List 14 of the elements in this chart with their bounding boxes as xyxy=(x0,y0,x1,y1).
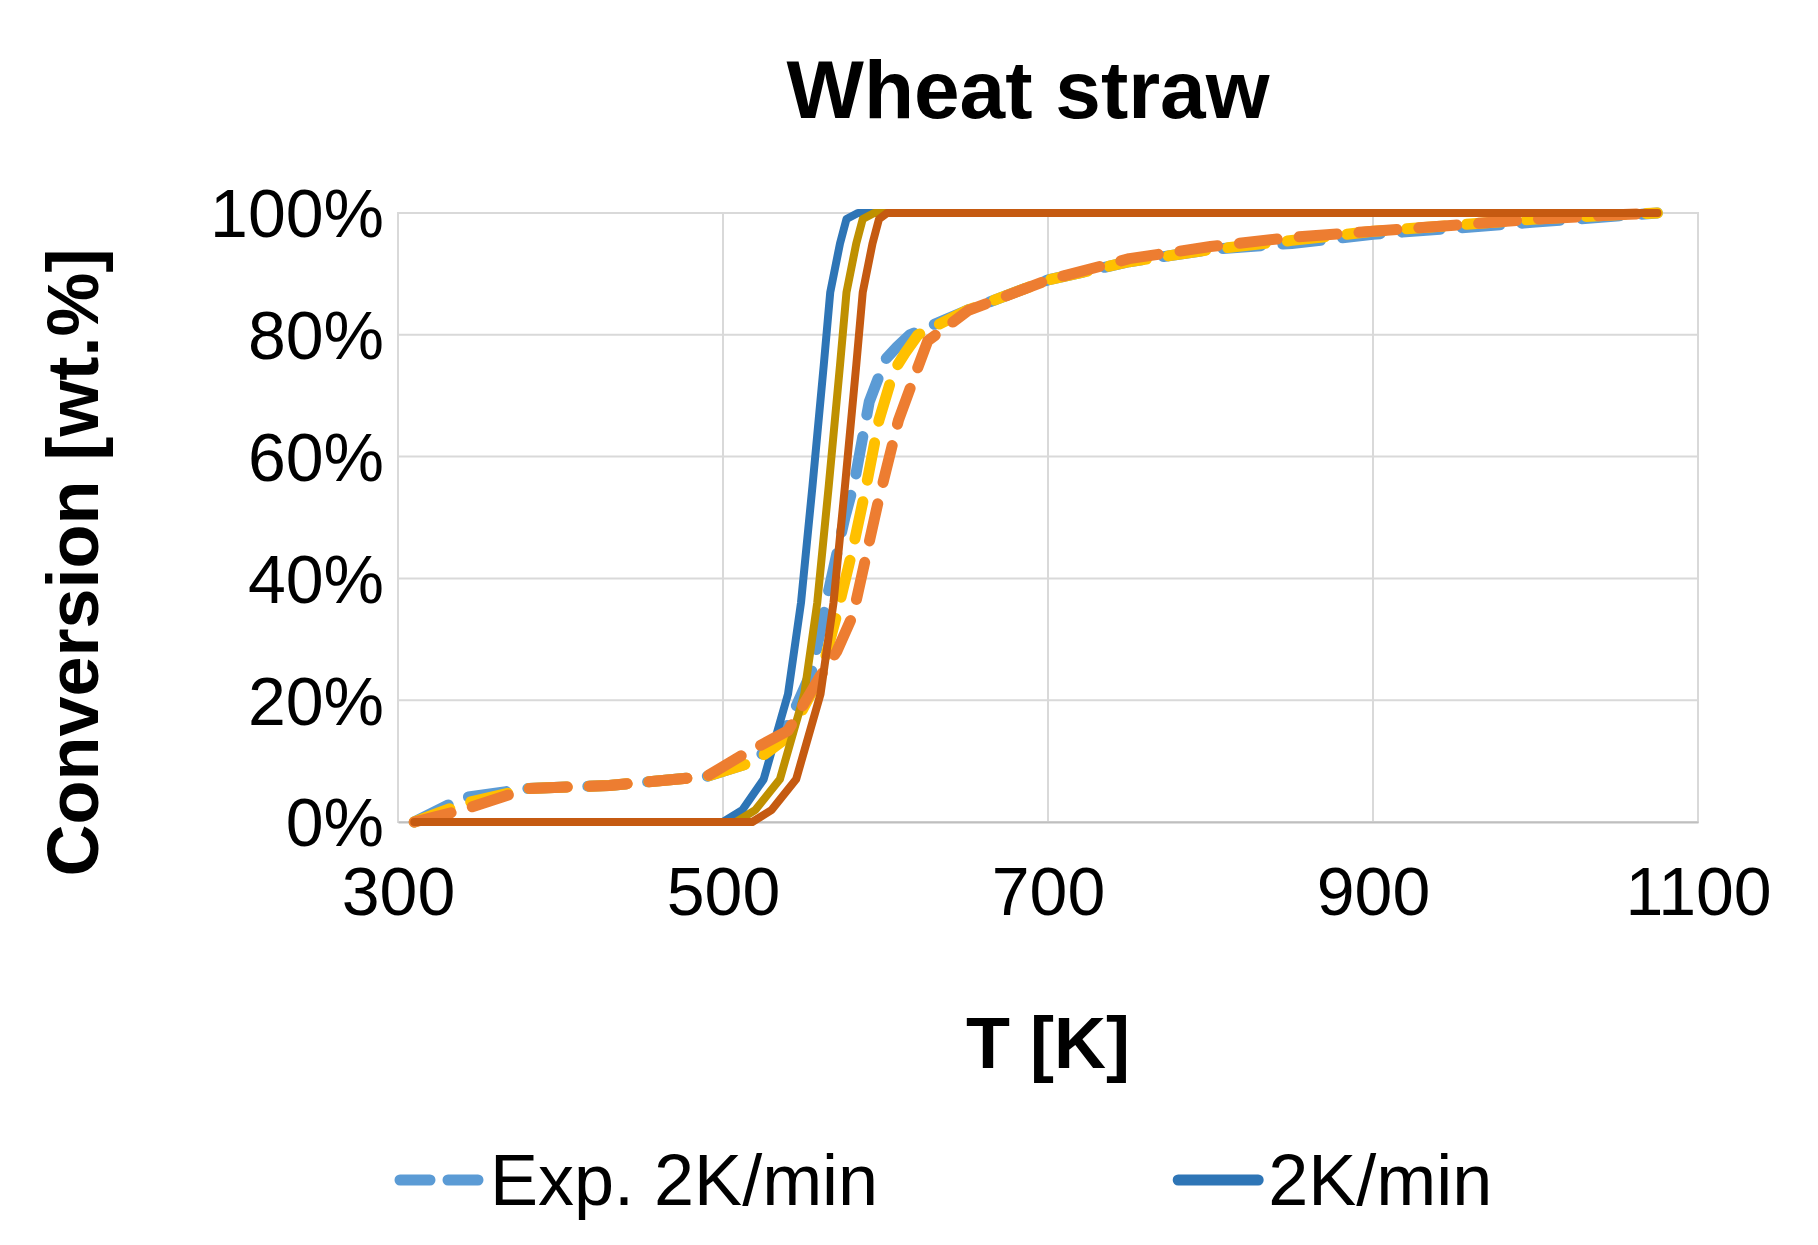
x-tick-label: 1100 xyxy=(1625,853,1772,930)
x-tick-label: 700 xyxy=(991,853,1106,930)
y-tick-label: 40% xyxy=(247,540,384,617)
y-tick-label: 100% xyxy=(210,175,384,252)
x-axis-title: T [K] xyxy=(966,1003,1130,1083)
chart-title: Wheat straw xyxy=(786,44,1270,135)
y-tick-label: 20% xyxy=(247,662,384,739)
y-tick-label: 60% xyxy=(247,418,384,495)
y-axis-title: Conversion [wt.%] xyxy=(33,248,113,877)
legend-label: Exp. 2K/min xyxy=(490,1140,879,1220)
y-tick-label: 80% xyxy=(247,297,384,374)
legend-label: 2K/min xyxy=(1268,1140,1493,1220)
x-tick-label: 500 xyxy=(666,853,781,930)
x-tick-label: 900 xyxy=(1316,853,1431,930)
